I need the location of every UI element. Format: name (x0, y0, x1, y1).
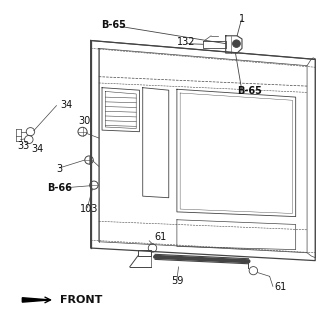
Text: B-65: B-65 (237, 86, 262, 96)
Text: B-66: B-66 (47, 183, 72, 193)
Text: 1: 1 (239, 13, 245, 23)
Polygon shape (22, 298, 50, 302)
Text: 103: 103 (80, 204, 98, 214)
Text: 33: 33 (18, 141, 30, 151)
Text: 59: 59 (171, 276, 183, 286)
Text: 61: 61 (274, 282, 287, 292)
Text: B-65: B-65 (101, 20, 126, 30)
Text: 30: 30 (78, 116, 90, 126)
Text: 34: 34 (60, 100, 72, 110)
Text: 132: 132 (177, 37, 196, 47)
Text: 61: 61 (155, 232, 167, 242)
Circle shape (233, 40, 240, 47)
Text: FRONT: FRONT (60, 295, 102, 305)
Text: 34: 34 (31, 144, 43, 154)
Text: 3: 3 (57, 164, 63, 174)
